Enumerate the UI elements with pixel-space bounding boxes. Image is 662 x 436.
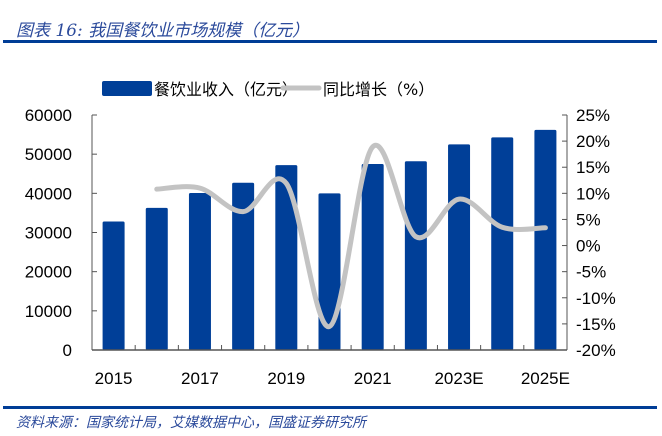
left-tick-label: 40000	[25, 184, 72, 203]
bar-2018	[232, 182, 255, 350]
bar-2021	[361, 163, 384, 350]
source-rule	[3, 406, 657, 409]
bar-2016	[145, 207, 168, 350]
bar-2015	[102, 221, 125, 350]
x-tick-label: 2025E	[521, 369, 570, 388]
right-tick-label: 25%	[576, 106, 610, 125]
right-tick-label: 20%	[576, 132, 610, 151]
legend-bar-label: 餐饮业收入（亿元）	[154, 80, 298, 99]
legend: 餐饮业收入（亿元） 同比增长（%）	[102, 80, 434, 99]
growth-line	[154, 142, 548, 329]
left-tick-label: 50000	[25, 145, 72, 164]
right-tick-label: 15%	[576, 158, 610, 177]
right-tick-label: -5%	[576, 263, 606, 282]
left-tick-label: 10000	[25, 302, 72, 321]
x-tick-label: 2019	[267, 369, 305, 388]
bar-2019	[275, 165, 298, 350]
bar-2025E	[534, 129, 557, 350]
legend-bar-swatch	[102, 81, 152, 96]
right-tick-label: 5%	[576, 210, 601, 229]
x-tick-label: 2015	[95, 369, 133, 388]
right-tick-label: 10%	[576, 184, 610, 203]
right-tick-label: -20%	[576, 341, 616, 360]
source-note: 资料来源：国家统计局，艾媒数据中心，国盛证券研究所	[16, 415, 366, 431]
figure-title: 图表 16: 我国餐饮业市场规模（亿元）	[16, 21, 310, 41]
left-tick-label: 30000	[25, 224, 72, 243]
bar-2024E	[491, 137, 514, 350]
legend-line-label: 同比增长（%）	[323, 80, 434, 99]
bar-2017	[188, 192, 211, 350]
left-tick-label: 60000	[25, 106, 72, 125]
right-tick-label: -15%	[576, 315, 616, 334]
x-tick-label: 2017	[181, 369, 219, 388]
title-rule	[3, 40, 657, 43]
right-tick-label: -10%	[576, 289, 616, 308]
right-tick-label: 0%	[576, 237, 601, 256]
x-tick-label: 2021	[354, 369, 392, 388]
x-tick-label: 2023E	[434, 369, 483, 388]
left-tick-label: 20000	[25, 263, 72, 282]
bar-2022	[404, 161, 427, 350]
bar-2023E	[448, 144, 471, 350]
left-tick-label: 0	[63, 341, 72, 360]
